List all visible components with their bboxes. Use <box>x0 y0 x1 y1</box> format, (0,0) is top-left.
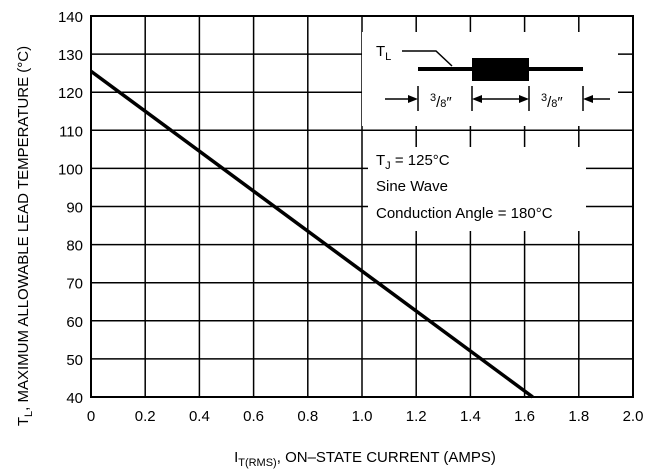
x-tick-label: 0.2 <box>135 408 156 425</box>
series-group <box>89 69 534 399</box>
x-label-sub: T(RMS) <box>238 457 277 469</box>
dim-label-left: 3/8″ <box>430 92 452 111</box>
y-tick-label: 90 <box>66 200 83 217</box>
dim-right-den: 8 <box>551 98 557 110</box>
x-tick-label: 1.2 <box>406 408 427 425</box>
y-tick-label: 80 <box>66 238 83 255</box>
conduction-angle-note: Conduction Angle = 180°C <box>376 205 553 222</box>
device-body <box>472 58 529 81</box>
y-axis-label: TL, MAXIMUM ALLOWABLE LEAD TEMPERATURE (… <box>15 46 35 426</box>
dim-arrow-right-outer <box>583 95 610 103</box>
tj-rest: = 125°C <box>391 152 450 169</box>
y-tick-label: 70 <box>66 276 83 293</box>
x-tick-label: 1.4 <box>460 408 481 425</box>
y-tick-labels: 40 50 60 70 80 90 100 110 120 130 140 <box>58 9 83 407</box>
x-tick-label: 1.6 <box>514 408 535 425</box>
y-label-main: T <box>15 417 32 426</box>
dim-arrow-body <box>472 95 529 103</box>
tj-main: T <box>376 152 385 169</box>
junction-temperature-note: TJ = 125°C <box>376 152 450 172</box>
tj-sub: J <box>385 160 391 172</box>
x-tick-label: 0.6 <box>243 408 264 425</box>
x-tick-label: 0.4 <box>189 408 210 425</box>
lead-diagram: TL 3/8″ 3/8″ <box>376 43 610 111</box>
plot-frame <box>90 15 634 398</box>
dim-left-den: 8 <box>440 98 446 110</box>
x-tick-label: 0.8 <box>297 408 318 425</box>
y-tick-label: 100 <box>58 161 83 178</box>
y-label-sub: L <box>23 411 35 417</box>
dim-left-mark: ″ <box>446 94 452 111</box>
dim-right-mark: ″ <box>557 94 563 111</box>
x-label-main: I <box>234 449 238 466</box>
lead-label-main: T <box>376 43 385 60</box>
y-tick-label: 130 <box>58 47 83 64</box>
dim-arrow-left-outer <box>385 95 418 103</box>
dim-right-num: 3 <box>541 92 547 104</box>
sine-wave-note: Sine Wave <box>376 178 448 195</box>
y-tick-label: 110 <box>59 123 83 140</box>
x-tick-labels: 0 0.2 0.4 0.6 0.8 1.0 1.2 1.4 1.6 1.8 2.0 <box>87 408 644 425</box>
x-axis-label: IT(RMS), ON–STATE CURRENT (AMPS) <box>234 449 496 469</box>
dim-left-num: 3 <box>430 92 436 104</box>
x-label-rest: , ON–STATE CURRENT (AMPS) <box>277 449 496 466</box>
x-tick-label: 2.0 <box>623 408 644 425</box>
x-tick-label: 1.8 <box>568 408 589 425</box>
y-tick-label: 50 <box>66 352 83 369</box>
derating-curve-line <box>89 69 534 399</box>
y-tick-label: 140 <box>58 9 83 26</box>
lead-label: TL <box>376 43 391 63</box>
x-tick-label: 0 <box>87 408 95 425</box>
y-tick-label: 40 <box>66 390 83 407</box>
y-tick-label: 120 <box>58 85 83 102</box>
y-tick-label: 60 <box>66 314 83 331</box>
y-label-rest: , MAXIMUM ALLOWABLE LEAD TEMPERATURE (°C… <box>15 46 32 411</box>
x-tick-label: 1.0 <box>352 408 373 425</box>
conditions-background <box>368 147 586 231</box>
dim-label-right: 3/8″ <box>541 92 563 111</box>
lead-label-sub: L <box>385 51 391 63</box>
lead-label-leader <box>402 50 453 67</box>
